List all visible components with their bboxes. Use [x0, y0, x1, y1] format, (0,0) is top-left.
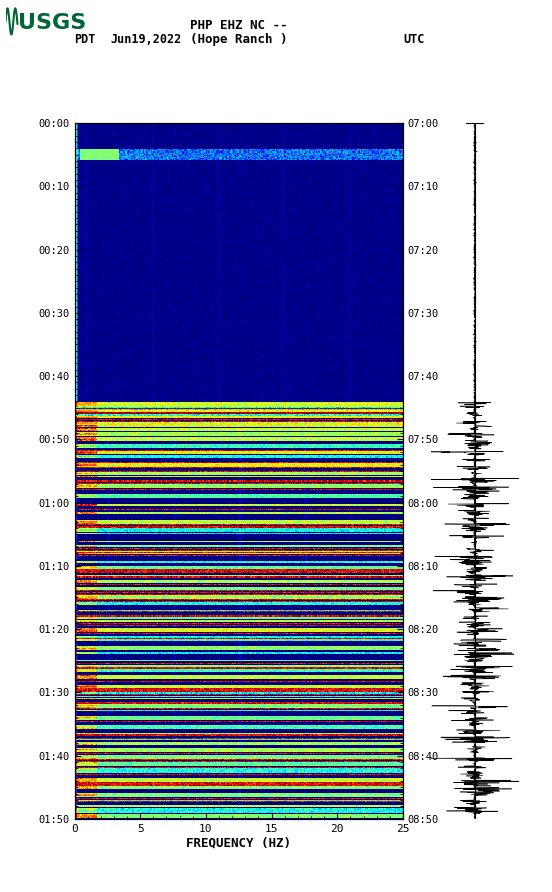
- Text: USGS: USGS: [18, 13, 87, 33]
- Text: Jun19,2022: Jun19,2022: [110, 33, 182, 46]
- Text: PHP EHZ NC --: PHP EHZ NC --: [190, 19, 288, 32]
- Text: PDT: PDT: [75, 33, 96, 46]
- Text: (Hope Ranch ): (Hope Ranch ): [190, 33, 288, 46]
- X-axis label: FREQUENCY (HZ): FREQUENCY (HZ): [186, 837, 291, 849]
- Text: UTC: UTC: [403, 33, 424, 46]
